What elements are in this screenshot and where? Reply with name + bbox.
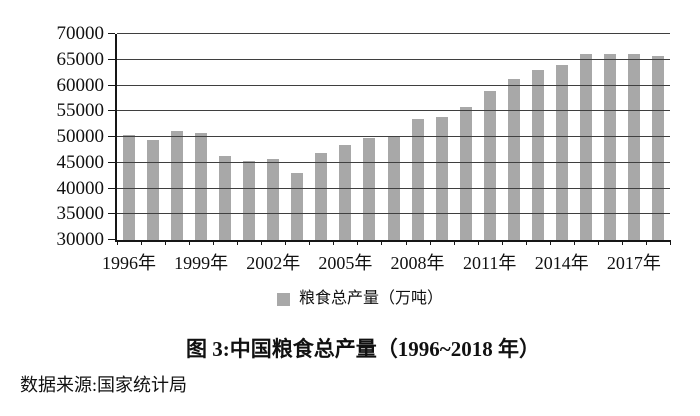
bar-2004 <box>315 152 328 240</box>
gridline-55000 <box>117 110 670 112</box>
x-tick <box>453 240 455 245</box>
y-tick-35000 <box>108 213 115 215</box>
x-tick-label-2017: 2017年 <box>606 253 661 273</box>
bar-2005 <box>339 145 352 240</box>
bar-2015 <box>579 54 592 240</box>
bar-2016 <box>603 54 616 240</box>
y-tick-label-45000: 45000 <box>56 151 105 173</box>
y-tick-label-60000: 60000 <box>56 74 105 96</box>
x-tick <box>645 240 647 245</box>
x-tick <box>285 240 287 245</box>
bar-2000 <box>219 156 232 240</box>
bar-2018 <box>651 55 664 240</box>
legend-swatch-icon <box>276 292 290 306</box>
legend-label: 粮食总产量（万吨） <box>298 290 443 307</box>
y-tick-label-35000: 35000 <box>56 203 105 225</box>
bar-2006 <box>363 138 376 240</box>
x-tick <box>261 240 263 245</box>
gridline-65000 <box>117 58 670 60</box>
x-tick <box>213 240 215 245</box>
x-tick <box>405 240 407 245</box>
bar-1998 <box>171 130 184 240</box>
bar-2011 <box>483 91 496 240</box>
y-tick-label-40000: 40000 <box>56 177 105 199</box>
y-tick-30000 <box>108 239 115 240</box>
data-source-note: 数据来源:国家统计局 <box>20 375 188 395</box>
x-tick <box>309 240 311 245</box>
x-tick <box>117 240 118 245</box>
legend: 粮食总产量（万吨） <box>0 291 700 307</box>
x-tick <box>670 240 671 245</box>
y-tick-label-65000: 65000 <box>56 48 105 70</box>
bar-1999 <box>195 132 208 240</box>
bar-2017 <box>627 53 640 240</box>
x-tick <box>333 240 335 245</box>
x-tick <box>525 240 527 245</box>
x-tick <box>381 240 383 245</box>
bar-1997 <box>147 140 160 240</box>
gridline-50000 <box>117 136 670 137</box>
bar-2008 <box>411 119 424 240</box>
chart-title: 图 3:中国粮食总产量（1996~2018 年） <box>186 337 540 361</box>
x-tick-label-2002: 2002年 <box>246 253 301 273</box>
x-tick-label-2005: 2005年 <box>318 253 373 273</box>
y-tick-label-50000: 50000 <box>56 126 105 147</box>
plot-area <box>115 33 670 242</box>
x-tick <box>357 240 359 245</box>
x-tick-label-1996: 1996年 <box>102 253 157 273</box>
y-tick-50000 <box>108 136 115 137</box>
x-tick <box>501 240 503 245</box>
y-tick-45000 <box>108 161 115 163</box>
x-tick <box>237 240 239 245</box>
x-tick-label-2014: 2014年 <box>534 253 589 273</box>
gridline-70000 <box>117 33 670 34</box>
bar-2002 <box>267 159 280 240</box>
x-tick <box>189 240 191 245</box>
y-tick-label-55000: 55000 <box>56 100 105 122</box>
y-tick-65000 <box>108 58 115 60</box>
bar-2010 <box>459 106 472 240</box>
x-tick <box>597 240 599 245</box>
x-tick <box>549 240 551 245</box>
x-tick <box>477 240 479 245</box>
x-tick <box>621 240 623 245</box>
x-tick-label-2011: 2011年 <box>463 253 517 273</box>
bar-2003 <box>291 172 304 240</box>
x-tick-label-1999: 1999年 <box>174 253 229 273</box>
y-tick-70000 <box>108 33 115 34</box>
x-tick <box>165 240 167 245</box>
y-tick-label-30000: 30000 <box>56 229 105 250</box>
bar-2009 <box>435 116 448 240</box>
bar-2012 <box>507 79 520 240</box>
bar-2013 <box>531 69 544 240</box>
gridline-45000 <box>117 161 670 163</box>
y-tick-label-70000: 70000 <box>56 23 105 44</box>
bar-2014 <box>555 65 568 240</box>
gridline-35000 <box>117 213 670 215</box>
x-tick <box>429 240 431 245</box>
bar-2001 <box>243 161 256 240</box>
y-tick-40000 <box>108 187 115 189</box>
x-tick <box>141 240 143 245</box>
x-tick-label-2008: 2008年 <box>390 253 445 273</box>
y-tick-60000 <box>108 84 115 86</box>
gridline-60000 <box>117 84 670 86</box>
y-tick-55000 <box>108 110 115 112</box>
gridline-40000 <box>117 187 670 189</box>
x-tick <box>573 240 575 245</box>
